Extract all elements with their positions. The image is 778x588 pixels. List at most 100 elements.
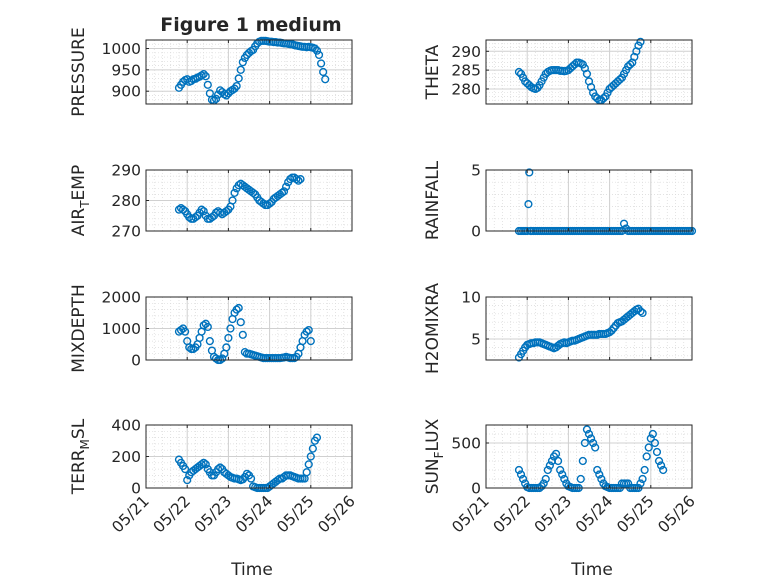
y-tick-label: 280 bbox=[111, 192, 141, 210]
data-point bbox=[543, 465, 552, 475]
data-point bbox=[232, 81, 241, 91]
data-point bbox=[310, 44, 320, 53]
x-axis-label: Time bbox=[230, 560, 273, 580]
data-point bbox=[659, 465, 668, 475]
data-point bbox=[656, 461, 666, 470]
data-point bbox=[642, 452, 651, 461]
data-point bbox=[576, 474, 585, 484]
data-point bbox=[626, 60, 635, 69]
data-point bbox=[514, 465, 524, 475]
y-tick-label: 1000 bbox=[102, 40, 141, 58]
y-axis-label-suffix: SL bbox=[69, 418, 89, 439]
y-tick-label: 290 bbox=[111, 162, 141, 180]
y-tick-label: 290 bbox=[451, 43, 481, 61]
y-tick-label: 950 bbox=[111, 61, 141, 79]
data-point bbox=[545, 461, 554, 470]
y-axis-label-main: SUN bbox=[423, 458, 443, 494]
axes-box bbox=[485, 169, 693, 232]
data-point bbox=[595, 470, 604, 479]
y-tick-label: 270 bbox=[111, 223, 141, 241]
data-point bbox=[615, 75, 625, 84]
data-point bbox=[178, 205, 188, 214]
axes-box bbox=[485, 424, 693, 489]
data-point bbox=[302, 327, 311, 336]
y-axis-label: AIRTEMP bbox=[69, 165, 92, 236]
data-point bbox=[218, 354, 227, 363]
data-point bbox=[238, 330, 247, 339]
data-point bbox=[176, 325, 186, 335]
y-axis-label: H2OMIXRA bbox=[423, 283, 443, 374]
data-point bbox=[183, 476, 192, 485]
y-axis-label-main: PRESSURE bbox=[69, 27, 89, 116]
data-point bbox=[222, 343, 231, 352]
y-axis-label: SUNFLUX bbox=[423, 418, 446, 494]
y-tick-label: 400 bbox=[111, 417, 141, 435]
data-point bbox=[582, 425, 592, 434]
data-point bbox=[201, 460, 210, 469]
y-axis-label-main: THETA bbox=[423, 44, 443, 100]
data-point bbox=[189, 344, 198, 354]
y-axis-label: MIXDEPTH bbox=[69, 284, 89, 373]
data-point bbox=[605, 328, 614, 337]
subplot-1: 900 950 1000 PRESSURE bbox=[69, 27, 353, 117]
data-point bbox=[312, 433, 322, 442]
data-point bbox=[207, 213, 217, 222]
y-tick-label: 200 bbox=[111, 448, 141, 466]
data-point bbox=[640, 465, 649, 475]
data-point bbox=[619, 219, 629, 228]
data-point bbox=[551, 449, 561, 458]
y-tick-label: 280 bbox=[451, 80, 481, 98]
data-point bbox=[232, 305, 241, 314]
data-point bbox=[591, 443, 600, 452]
data-point bbox=[636, 307, 645, 316]
data-point bbox=[236, 318, 245, 327]
data-point bbox=[302, 468, 311, 477]
y-tick-label: 0 bbox=[131, 352, 141, 370]
y-tick-label: 10 bbox=[461, 289, 481, 307]
data-point bbox=[191, 213, 200, 222]
data-point bbox=[638, 474, 647, 484]
data-point bbox=[636, 479, 645, 488]
data-point bbox=[648, 429, 657, 439]
y-axis-label: THETA bbox=[423, 44, 443, 100]
data-point bbox=[236, 65, 245, 74]
data-point bbox=[277, 188, 287, 197]
data-point bbox=[294, 176, 303, 185]
data-point bbox=[553, 341, 563, 350]
data-point bbox=[304, 460, 313, 469]
data-point bbox=[638, 308, 647, 318]
y-axis-label-suffix: EMP bbox=[69, 165, 89, 201]
y-axis-label-subscript: F bbox=[432, 451, 446, 458]
y-axis-label-main: TERR bbox=[69, 449, 89, 495]
data-point bbox=[636, 37, 645, 46]
axes-box bbox=[145, 39, 353, 105]
y-tick-label: 900 bbox=[111, 83, 141, 101]
data-point bbox=[224, 333, 233, 343]
y-tick-label: 500 bbox=[451, 435, 481, 453]
data-point bbox=[205, 337, 214, 346]
data-point bbox=[314, 50, 324, 60]
data-point bbox=[181, 327, 190, 336]
data-point bbox=[238, 58, 247, 67]
data-point bbox=[580, 438, 589, 448]
data-point bbox=[226, 324, 235, 333]
data-point bbox=[222, 207, 231, 216]
data-point bbox=[589, 438, 598, 448]
data-point bbox=[650, 438, 660, 448]
data-point bbox=[216, 463, 225, 472]
data-point bbox=[304, 325, 313, 335]
data-point bbox=[199, 207, 208, 216]
data-point bbox=[197, 205, 206, 214]
data-point bbox=[273, 476, 282, 485]
data-point bbox=[599, 94, 608, 103]
data-point bbox=[224, 471, 233, 480]
data-point bbox=[646, 434, 655, 443]
data-point bbox=[593, 465, 602, 475]
subplot-3: 270 280 290 AIRTEMP bbox=[69, 162, 353, 241]
data-point bbox=[553, 456, 563, 466]
data-point bbox=[319, 67, 328, 77]
y-axis-label-main: H2OMIXRA bbox=[423, 283, 443, 374]
